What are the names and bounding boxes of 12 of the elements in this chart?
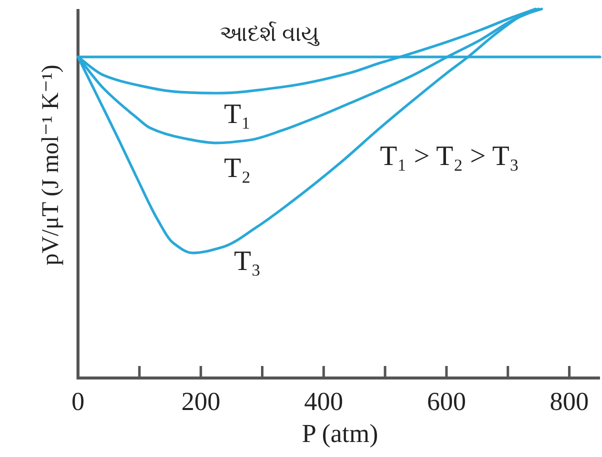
annotation: T₁ > T₂ > T₃ <box>380 141 520 172</box>
series-label: T₂ <box>224 153 251 184</box>
series-label: T₁ <box>224 99 251 130</box>
x-tick-label: 800 <box>550 387 589 416</box>
x-tick-label: 400 <box>304 387 344 416</box>
x-tick-label: 0 <box>72 387 84 416</box>
x-axis-title: P (atm) <box>302 419 378 448</box>
series-label: આદર્શ વાયુ <box>219 21 320 46</box>
x-tick-label: 600 <box>426 387 466 416</box>
y-axis-title: pV/μT (J mol⁻¹ K⁻¹) <box>38 64 64 266</box>
series-label: T₃ <box>234 246 261 277</box>
x-tick-label: 200 <box>181 387 220 416</box>
